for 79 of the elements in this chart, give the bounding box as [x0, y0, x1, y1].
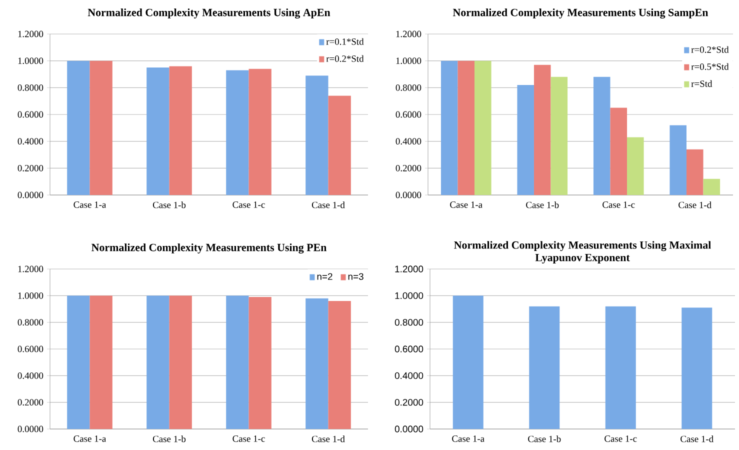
- x-tick-label: Case 1-c: [232, 202, 265, 208]
- y-tick-label: 0.0000: [18, 192, 44, 198]
- x-tick-label: Case 1-a: [450, 202, 482, 208]
- x-tick-label: Case 1-c: [602, 202, 635, 208]
- y-tick-label: 1.2000: [18, 266, 44, 272]
- bar: [534, 64, 551, 195]
- x-tick-label: Case 1-c: [604, 436, 637, 442]
- y-tick-label: 0.4000: [18, 372, 44, 379]
- bar: [686, 149, 704, 195]
- legend-label: n=2: [317, 273, 332, 280]
- y-tick-label: 0.8000: [18, 319, 44, 326]
- x-tick-label: Case 1-d: [312, 202, 345, 208]
- y-tick-label: 0.2000: [394, 398, 424, 406]
- bar: [593, 76, 610, 195]
- chart-title: Normalized Complexity Measurements Using SampEn: [452, 8, 708, 18]
- bar: [440, 60, 458, 195]
- bar: [474, 60, 492, 195]
- bar: [226, 70, 249, 195]
- bar: [306, 76, 328, 195]
- legend-label: r=Std: [691, 80, 712, 87]
- x-tick-label: Case 1-a: [74, 436, 106, 442]
- y-tick-label: 1.0000: [395, 292, 424, 300]
- y-tick-label: 0.8000: [18, 84, 44, 91]
- y-tick-label: 1.0000: [396, 58, 422, 64]
- legend-label: r=0.1*Std: [326, 38, 364, 45]
- y-tick-label: 0.6000: [396, 111, 422, 118]
- y-tick-label: 1.2000: [18, 30, 44, 38]
- x-tick-label: Case 1-b: [152, 202, 186, 208]
- y-tick-label: 0.8000: [394, 318, 424, 326]
- bar: [452, 296, 484, 429]
- y-tick-label: 1.0000: [18, 292, 44, 299]
- x-tick-label: Case 1-d: [678, 202, 712, 208]
- y-tick-label: 0.0000: [394, 426, 424, 432]
- y-tick-label: 0.6000: [18, 346, 44, 352]
- bar: [146, 68, 170, 195]
- bar: [627, 137, 644, 195]
- bar: [169, 66, 192, 195]
- bar: [67, 60, 90, 195]
- x-tick-label: Case 1-b: [526, 202, 559, 208]
- x-tick-label: Case 1-d: [312, 436, 345, 442]
- y-tick-label: 1.0000: [18, 58, 44, 64]
- chart-title: Normalized Complexity Measurements Using Maximal Lyapunov Exponent: [454, 241, 711, 264]
- bar: [248, 68, 272, 195]
- chart-title: Normalized Complexity Measurements Using PEn: [92, 243, 327, 254]
- y-tick-label: 0.4000: [18, 138, 44, 145]
- legend-label: n=3: [348, 273, 364, 280]
- bar: [682, 308, 712, 429]
- bar: [328, 96, 351, 195]
- legend-label: r=0.2*Std: [326, 55, 364, 62]
- x-tick-label: Case 1-a: [74, 202, 106, 208]
- y-tick-label: 0.6000: [18, 111, 44, 118]
- y-tick-label: 0.0000: [18, 426, 44, 432]
- legend-label: r=0.2*Std: [691, 46, 729, 53]
- y-tick-label: 1.2000: [395, 266, 424, 272]
- y-tick-label: 0.0000: [396, 192, 422, 198]
- y-tick-label: 0.2000: [18, 164, 44, 172]
- bar: [670, 125, 686, 195]
- bar: [605, 306, 636, 429]
- x-tick-label: Case 1-a: [452, 436, 484, 442]
- bar: [610, 108, 628, 195]
- y-tick-label: 0.4000: [394, 372, 424, 380]
- x-tick-label: Case 1-b: [528, 436, 561, 442]
- bar: [550, 76, 568, 195]
- y-tick-label: 1.2000: [396, 30, 422, 38]
- bar: [703, 178, 720, 195]
- chart-title: Normalized Complexity Measurements Using ApEn: [88, 8, 330, 18]
- y-tick-label: 0.2000: [18, 399, 44, 406]
- x-tick-label: Case 1-b: [152, 436, 186, 442]
- x-tick-label: Case 1-c: [232, 436, 265, 442]
- bar: [517, 84, 534, 195]
- y-tick-label: 0.4000: [396, 138, 422, 145]
- legend-label: r=0.5*Std: [691, 63, 729, 70]
- bar: [458, 60, 475, 195]
- x-tick-label: Case 1-d: [680, 436, 714, 442]
- y-tick-label: 0.2000: [396, 164, 422, 172]
- bar: [90, 60, 112, 195]
- bar: [529, 306, 560, 429]
- y-tick-label: 0.6000: [394, 346, 424, 352]
- y-tick-label: 0.8000: [396, 84, 422, 91]
